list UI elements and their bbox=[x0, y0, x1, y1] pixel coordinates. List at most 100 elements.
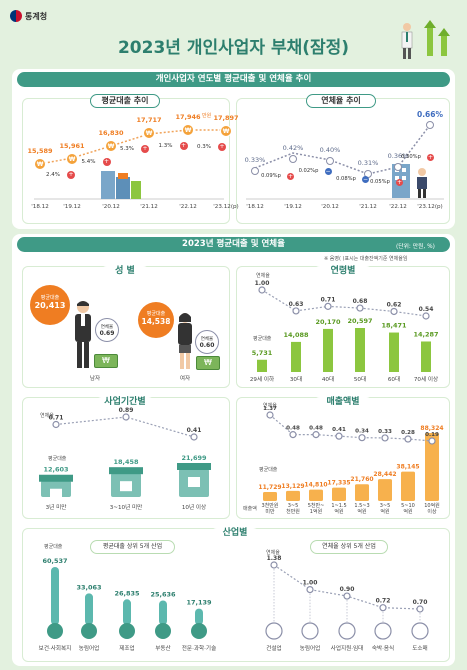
rate-value-0: 0.33% bbox=[244, 156, 266, 165]
rate-point-5 bbox=[426, 121, 434, 129]
rate-value-3: 0.31% bbox=[357, 159, 379, 167]
revenue-rate-value-3: 0.41 bbox=[332, 427, 346, 433]
industry-rate-icon-4 bbox=[411, 622, 429, 640]
revenue-loan-value-7: 88,324 bbox=[420, 425, 443, 432]
period-window-1 bbox=[120, 481, 132, 492]
avg-point-0: ₩ bbox=[34, 158, 46, 170]
period-loan-value-1: 18,458 bbox=[113, 458, 139, 466]
avg-change-2: 5.3% bbox=[120, 146, 134, 153]
female-rate-label: 연체율 bbox=[200, 337, 214, 342]
period-awning-1 bbox=[109, 467, 143, 475]
female-label: 여자 bbox=[179, 376, 191, 382]
rate-change-icon-2: − bbox=[362, 175, 369, 183]
rate-value-4: 0.36% bbox=[387, 152, 409, 160]
avg-trend-title: 평균대출 추이 bbox=[90, 94, 160, 108]
age-rate-point-0 bbox=[258, 286, 266, 294]
female-loan-label: 평균대출 bbox=[146, 311, 166, 317]
rate-year-3: '21.12 bbox=[359, 204, 377, 210]
revenue-rate-value-4: 0.34 bbox=[355, 429, 369, 435]
period-rate-value-0: 0.71 bbox=[49, 415, 64, 422]
industry-loan-bar-3 bbox=[159, 600, 167, 625]
y2023-banner: 2023년 평균대출 및 연체율 bbox=[17, 237, 450, 252]
industry-loan-icon-0 bbox=[47, 623, 63, 639]
revenue-loan-value-2: 14,810 bbox=[304, 482, 327, 489]
industry-rate-value-2: 0.90 bbox=[340, 586, 355, 593]
industry-loan-bar-2 bbox=[123, 599, 131, 625]
age-bar-0 bbox=[257, 359, 267, 372]
age-rate-line bbox=[261, 289, 427, 317]
rate-value-5: 0.66% bbox=[416, 110, 444, 119]
revenue-rate-value-1: 0.48 bbox=[286, 426, 300, 432]
period-rate-point-1 bbox=[122, 413, 130, 421]
revenue-loan-value-3: 17,335 bbox=[327, 480, 350, 487]
avg-year-1: '19.12 bbox=[63, 204, 81, 210]
avg-point-1: ₩ bbox=[66, 152, 78, 165]
revenue-bar-3 bbox=[332, 487, 346, 501]
age-rate-value-3: 0.68 bbox=[353, 298, 368, 305]
industry-loan-label-3: 부동산 bbox=[155, 644, 170, 652]
age-label-4: 60대 bbox=[388, 375, 400, 383]
male-money-icon: ₩ bbox=[94, 354, 118, 368]
revenue-label-2-1: 1억원 bbox=[310, 508, 323, 515]
period-rate-line bbox=[55, 416, 195, 438]
revenue-chart: 11,7293천만원미만13,1293~5천만원14,8105천만~1억원17,… bbox=[258, 406, 443, 515]
industry-rate-value-4: 0.70 bbox=[413, 599, 428, 606]
period-rate-point-2 bbox=[190, 433, 198, 441]
revenue-label-6-0: 5~10 bbox=[401, 503, 415, 509]
rate-value-2: 0.40% bbox=[319, 146, 341, 155]
revenue-rate-point-2 bbox=[312, 431, 320, 439]
avg-value-5: 17,897 bbox=[213, 113, 239, 122]
avg-change-0: 2.4% bbox=[46, 171, 60, 178]
revenue-rate-value-7: 0.19 bbox=[425, 432, 439, 438]
rate-change-2: 0.08%p bbox=[336, 175, 356, 182]
avg-value-2: 16,830 bbox=[98, 129, 124, 138]
rate-year-0: '18.12 bbox=[246, 204, 264, 210]
revenue-loan-value-6: 38,145 bbox=[396, 464, 419, 471]
male-rate-bubble: 연체율 0.69 bbox=[95, 318, 119, 342]
avg-year-0: '18.12 bbox=[31, 204, 49, 210]
industry-rate-label-2: 사업지원·임대 bbox=[331, 644, 364, 652]
period-rate-point-0 bbox=[52, 420, 60, 429]
rate-year-4: '22.12 bbox=[389, 204, 407, 210]
avg-point-2: ₩ bbox=[105, 140, 117, 153]
avg-year-3: '21.12 bbox=[140, 204, 158, 210]
industry-rate-icon-1 bbox=[301, 622, 319, 640]
unit-label: (단위: 만원, %) bbox=[396, 244, 435, 250]
revenue-rate-point-1 bbox=[289, 431, 297, 439]
revenue-label-5-1: 억원 bbox=[380, 508, 390, 515]
revenue-bar-0 bbox=[263, 491, 277, 501]
revenue-label-4-1: 억원 bbox=[357, 508, 367, 515]
industry-loan-value-4: 17,139 bbox=[186, 599, 212, 607]
rate-change-icon-3: + bbox=[396, 178, 403, 186]
industry-loan-label-4: 전문·과학·기술 bbox=[182, 644, 216, 652]
revenue-rate-value-5: 0.33 bbox=[378, 429, 392, 435]
industry-loan-bar-4 bbox=[195, 608, 203, 625]
period-awning-0 bbox=[39, 474, 73, 482]
avg-point-3: ₩ bbox=[143, 127, 155, 140]
revenue-label-2-0: 5천만~ bbox=[308, 502, 325, 509]
rate-point-4 bbox=[394, 163, 402, 171]
industry-rate-point-1 bbox=[306, 585, 314, 594]
period-loan-caption: 평균대출 bbox=[48, 456, 67, 462]
age-loan-caption: 평균대출 bbox=[253, 336, 272, 342]
avg-change-up-icon-2: + bbox=[141, 145, 149, 154]
rate-trend-panel bbox=[236, 98, 450, 224]
revenue-label-6-1: 억원 bbox=[403, 508, 413, 515]
avg-change-up-icon-1: + bbox=[102, 158, 111, 167]
industry-rate-value-0: 1.38 bbox=[267, 555, 282, 562]
age-loan-value-1: 14,088 bbox=[283, 331, 309, 339]
industry-rate-label-0: 건설업 bbox=[266, 644, 281, 652]
note-label: ※ 음영( )표시는 대출잔액기준 연체율임 bbox=[324, 256, 408, 262]
industry-rate-point-2 bbox=[343, 592, 351, 600]
male-label: 남자 bbox=[89, 376, 101, 382]
revenue-label-4-0: 1.5~3 bbox=[354, 503, 369, 509]
revenue-axis-caption: 매출액 bbox=[243, 506, 257, 512]
revenue-rate-line bbox=[269, 414, 433, 442]
age-label-5: 70세 이상 bbox=[414, 375, 438, 383]
industry-loan-subtitle: 평균대출 상위 5개 산업 bbox=[90, 540, 175, 554]
age-bar-5 bbox=[421, 341, 431, 372]
avg-change-up-icon-3: + bbox=[179, 142, 188, 150]
rate-year-2: '20.12 bbox=[321, 204, 339, 210]
industry-rate-label-3: 숙박·음식 bbox=[372, 644, 394, 652]
